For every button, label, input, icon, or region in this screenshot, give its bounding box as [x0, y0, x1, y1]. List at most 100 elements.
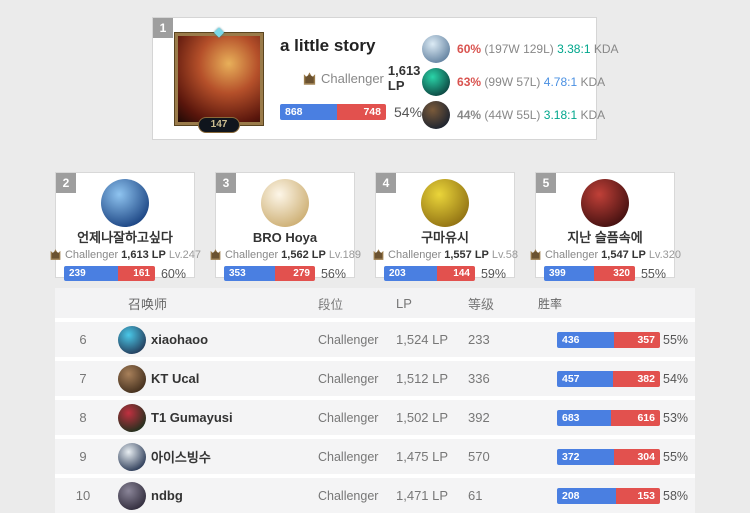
- champion-stat-row[interactable]: 63% (99W 57L) 4.78:1 KDA: [422, 67, 619, 96]
- avatar: [261, 179, 309, 227]
- winrate-percent: 58%: [663, 488, 689, 503]
- champion-winrate: 60%: [457, 41, 482, 56]
- tier-label: Challenger: [318, 449, 379, 464]
- wins-count: 683: [562, 411, 580, 424]
- avatar: [421, 179, 469, 227]
- winloss-bar: 457 382: [557, 370, 660, 387]
- table-row[interactable]: 9 아이스빙수 Challenger 1,475 LP 570 372 304 …: [55, 439, 695, 474]
- summoner-name[interactable]: T1 Gumayusi: [151, 410, 233, 425]
- summoner-name[interactable]: 언제나잘하고싶다: [77, 230, 173, 245]
- challenger-emblem-icon: [529, 248, 542, 261]
- champion-stat-row[interactable]: 60% (197W 129L) 3.38:1 KDA: [422, 34, 619, 63]
- rank-badge: 4: [376, 173, 396, 193]
- level-label: Lv.189: [328, 248, 362, 261]
- lp-value: 1,524 LP: [396, 332, 449, 347]
- leaderboard-table: 召唤师 段位 LP 等级 胜率 6 xiaohaoo Challenger 1,…: [55, 288, 695, 513]
- player-card-rank2[interactable]: 2 언제나잘하고싶다 Challenger 1,613 LP Lv.247 23…: [55, 172, 201, 281]
- table-row[interactable]: 7 KT Ucal Challenger 1,512 LP 336 457 38…: [55, 361, 695, 396]
- tier-label: Challenger: [224, 248, 279, 261]
- summoner-name[interactable]: 아이스빙수: [151, 450, 211, 465]
- header-winrate: 胜率: [538, 296, 563, 311]
- winrate-percent: 55%: [640, 266, 666, 281]
- frame-gem-icon: ◆: [214, 24, 224, 39]
- champion-record: (99W 57L): [484, 74, 541, 89]
- player-card-rank3[interactable]: 3 BRO Hoya Challenger 1,562 LP Lv.189 35…: [215, 172, 361, 281]
- lp-value: 1,613 LP: [387, 63, 421, 93]
- winloss-bar: 203 144: [384, 266, 475, 281]
- rank-badge: 1: [153, 18, 173, 38]
- challenger-emblem-icon: [209, 248, 222, 261]
- champion-kda-ratio: 3.18:1: [543, 107, 578, 122]
- summoner-name[interactable]: BRO Hoya: [252, 230, 318, 245]
- losses-count: 382: [637, 372, 655, 385]
- wins-count: 203: [389, 268, 406, 279]
- champion-kda-ratio: 3.38:1: [557, 41, 591, 56]
- rank-badge: 5: [536, 173, 556, 193]
- player-card-rank4[interactable]: 4 구마유시 Challenger 1,557 LP Lv.58 203 144…: [372, 172, 518, 281]
- summoner-name[interactable]: KT Ucal: [151, 371, 200, 386]
- header-tier: 段位: [318, 297, 344, 312]
- table-row[interactable]: 6 xiaohaoo Challenger 1,524 LP 233 436 3…: [55, 322, 695, 357]
- avatar: [118, 442, 146, 471]
- wins-count: 399: [549, 268, 566, 279]
- champion-icon: [422, 67, 451, 96]
- rank-badge: 2: [56, 173, 76, 193]
- header-lp: LP: [396, 295, 412, 311]
- lp-value: 1,547 LP: [601, 248, 646, 261]
- winrate-percent: 59%: [480, 266, 506, 281]
- winloss-bar: 436 357: [557, 331, 660, 348]
- tier-label: Challenger: [318, 410, 379, 425]
- losses-count: 357: [637, 333, 655, 346]
- tier-label: Challenger: [318, 371, 379, 386]
- avatar: [101, 179, 149, 227]
- lp-value: 1,557 LP: [444, 248, 489, 261]
- wins-count: 436: [562, 333, 580, 346]
- wins-count: 353: [229, 268, 246, 279]
- header-level: 等级: [468, 296, 495, 312]
- table-row[interactable]: 8 T1 Gumayusi Challenger 1,502 LP 392 68…: [55, 400, 695, 435]
- winrate-percent: 60%: [160, 266, 186, 281]
- level-value: 336: [468, 371, 490, 386]
- summoner-name[interactable]: 지난 슬픔속에: [567, 230, 643, 245]
- challenger-emblem-icon: [372, 248, 385, 261]
- top-champions-list: 60% (197W 129L) 3.38:1 KDA 63% (99W 57L)…: [422, 33, 619, 129]
- lp-value: 1,475 LP: [396, 449, 449, 464]
- table-row[interactable]: 10 ndbg Challenger 1,471 LP 61 208 153 5…: [55, 478, 695, 513]
- winloss-bar: 399 320: [544, 266, 635, 281]
- champion-icon: [422, 100, 451, 129]
- summoner-level-badge: 147: [198, 117, 240, 133]
- row-rank: 6: [79, 332, 87, 347]
- losses-count: 320: [613, 268, 630, 279]
- player-card-rank5[interactable]: 5 지난 슬픔속에 Challenger 1,547 LP Lv.320 399…: [535, 172, 681, 281]
- losses-count: 748: [363, 106, 381, 118]
- losses-count: 616: [637, 411, 655, 424]
- winloss-bar: 683 616: [557, 409, 660, 426]
- wins-count: 208: [562, 489, 580, 502]
- champion-stat-row[interactable]: 44% (44W 55L) 3.18:1 KDA: [422, 100, 619, 129]
- rank1-player-card[interactable]: 1 ◆ 147 a little story Challenger 1,613 …: [152, 17, 619, 140]
- lp-value: 1,562 LP: [281, 248, 326, 261]
- level-value: 61: [468, 488, 483, 503]
- header-summoner: 召唤师: [128, 296, 168, 312]
- lp-value: 1,613 LP: [121, 248, 166, 261]
- row-rank: 9: [79, 449, 87, 464]
- avatar: [118, 403, 146, 432]
- champion-winrate: 63%: [457, 74, 482, 89]
- level-label: Lv.247: [168, 248, 202, 261]
- winloss-bar: 353 279: [224, 266, 315, 281]
- kda-label: KDA: [593, 41, 619, 56]
- rank-badge: 3: [216, 173, 236, 193]
- summoner-name[interactable]: ndbg: [151, 488, 183, 503]
- lp-value: 1,502 LP: [396, 410, 449, 425]
- tier-label: Challenger: [544, 248, 599, 261]
- winloss-bar: 868 748: [280, 104, 386, 120]
- challenger-emblem-icon: [302, 71, 317, 86]
- row-rank: 8: [79, 410, 87, 425]
- summoner-name[interactable]: a little story: [280, 36, 376, 55]
- summoner-name[interactable]: xiaohaoo: [151, 332, 209, 347]
- row-rank: 10: [75, 488, 91, 503]
- summoner-name[interactable]: 구마유시: [421, 230, 469, 245]
- tier-label: Challenger: [388, 248, 442, 261]
- tier-label: Challenger: [318, 488, 379, 503]
- champion-record: (44W 55L): [484, 107, 541, 122]
